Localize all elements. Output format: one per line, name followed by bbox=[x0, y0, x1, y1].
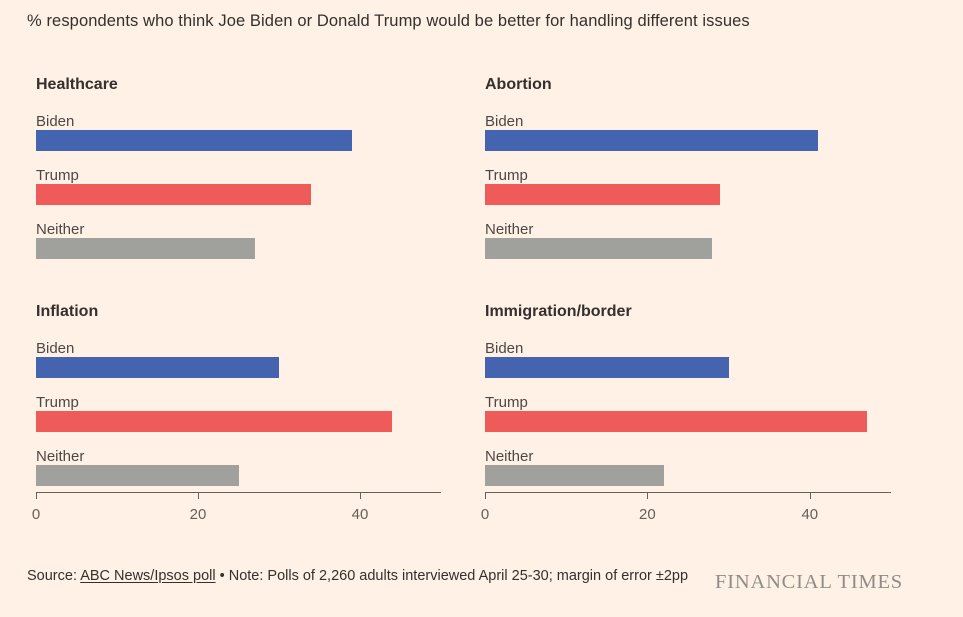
chart-title: % respondents who think Joe Biden or Don… bbox=[27, 12, 750, 30]
axis-tick bbox=[485, 493, 486, 499]
axis-tick-label: 20 bbox=[639, 506, 656, 523]
panel-title: Inflation bbox=[36, 303, 99, 320]
axis-tick-label: 0 bbox=[480, 506, 490, 523]
x-axis-left: 0 20 40 bbox=[32, 492, 441, 523]
bar-trump bbox=[485, 411, 867, 432]
bar-label-trump: Trump bbox=[36, 394, 79, 411]
bar-label-biden: Biden bbox=[485, 340, 524, 357]
bar-neither bbox=[36, 465, 239, 486]
bar-label-biden: Biden bbox=[36, 113, 75, 130]
panel-title: Immigration/border bbox=[485, 303, 632, 320]
bar-trump bbox=[36, 411, 393, 432]
axis-tick-label: 20 bbox=[189, 506, 207, 523]
bar-label-trump: Trump bbox=[485, 394, 528, 411]
source-note: Source: ABC News/Ipsos poll • Note: Poll… bbox=[27, 565, 707, 587]
bar-neither bbox=[36, 238, 255, 259]
bar-label-trump: Trump bbox=[36, 167, 79, 184]
panel-immigration-border: Immigration/border Biden Trump Neither bbox=[485, 303, 891, 502]
source-link[interactable]: ABC News/Ipsos poll bbox=[80, 568, 216, 584]
axis-tick bbox=[36, 493, 37, 499]
bar-biden bbox=[36, 357, 279, 378]
axis-tick-label: 0 bbox=[31, 506, 41, 523]
axis-tick bbox=[198, 493, 199, 499]
x-axis-right: 0 20 40 bbox=[481, 492, 891, 523]
panel-title: Healthcare bbox=[36, 76, 118, 93]
bar-biden bbox=[485, 130, 818, 151]
bar-label-biden: Biden bbox=[36, 340, 75, 357]
panel-abortion: Abortion Biden Trump Neither bbox=[485, 76, 891, 275]
bar-trump bbox=[485, 184, 721, 205]
panel-title: Abortion bbox=[485, 76, 552, 93]
bar-neither bbox=[485, 238, 713, 259]
bar-biden bbox=[485, 357, 729, 378]
bar-label-neither: Neither bbox=[36, 448, 85, 465]
bar-trump bbox=[36, 184, 312, 205]
axis-tick bbox=[647, 493, 649, 499]
source-prefix: Source: bbox=[27, 568, 81, 584]
axis-tick-label: 40 bbox=[801, 506, 819, 523]
bar-label-neither: Neither bbox=[485, 221, 534, 238]
bar-label-neither: Neither bbox=[485, 448, 534, 465]
axis-tick-label: 40 bbox=[351, 506, 369, 523]
panel-healthcare: Healthcare Biden Trump Neither bbox=[36, 76, 441, 275]
axis-tick bbox=[360, 493, 361, 499]
ft-logo: FINANCIAL TIMES bbox=[715, 571, 903, 593]
axis-tick bbox=[809, 493, 811, 499]
bar-label-trump: Trump bbox=[485, 167, 528, 184]
bar-label-biden: Biden bbox=[485, 113, 524, 130]
source-note-text: • Note: Polls of 2,260 adults interviewe… bbox=[215, 568, 689, 584]
bar-label-neither: Neither bbox=[36, 221, 85, 238]
bar-neither bbox=[485, 465, 664, 486]
panel-inflation: Inflation Biden Trump Neither bbox=[36, 303, 441, 502]
bar-biden bbox=[36, 130, 352, 151]
